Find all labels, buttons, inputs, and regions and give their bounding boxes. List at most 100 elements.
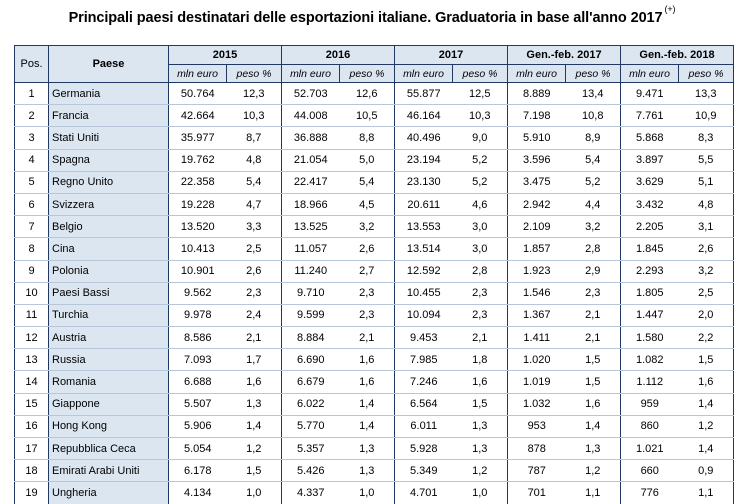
cell-peso: 10,5 bbox=[339, 104, 395, 128]
cell-mln-euro: 13.514 bbox=[394, 237, 453, 261]
subheader-mln-euro: mln euro bbox=[281, 64, 340, 83]
cell-peso: 1,1 bbox=[678, 481, 734, 504]
cell-peso: 2,9 bbox=[565, 260, 621, 283]
cell-mln-euro: 5.349 bbox=[394, 459, 453, 483]
cell-mln-euro: 20.611 bbox=[394, 193, 453, 217]
subheader-peso: peso % bbox=[339, 64, 395, 83]
cell-peso: 3,2 bbox=[678, 260, 734, 283]
cell-peso: 3,3 bbox=[226, 215, 282, 239]
cell-mln-euro: 9.562 bbox=[168, 282, 227, 305]
cell-peso: 1,4 bbox=[678, 393, 734, 416]
cell-mln-euro: 959 bbox=[620, 393, 679, 416]
row-pos: 7 bbox=[14, 215, 49, 239]
table-row: 3 Stati Uniti 35.977 8,7 36.888 8,8 40.496 9,0 5… bbox=[14, 126, 734, 150]
cell-mln-euro: 8.889 bbox=[507, 82, 566, 106]
cell-mln-euro: 6.564 bbox=[394, 393, 453, 416]
cell-mln-euro: 860 bbox=[620, 415, 679, 439]
cell-peso: 4,7 bbox=[226, 193, 282, 217]
cell-peso: 12,6 bbox=[339, 82, 395, 106]
cell-mln-euro: 1.857 bbox=[507, 237, 566, 261]
cell-peso: 2,6 bbox=[339, 237, 395, 261]
cell-peso: 2,2 bbox=[678, 326, 734, 350]
cell-peso: 12,3 bbox=[226, 82, 282, 106]
cell-mln-euro: 9.710 bbox=[281, 282, 340, 305]
header-period: 2015 bbox=[168, 45, 282, 65]
cell-mln-euro: 5.507 bbox=[168, 393, 227, 416]
cell-peso: 5,4 bbox=[226, 171, 282, 194]
cell-peso: 4,4 bbox=[565, 193, 621, 217]
subheader-peso: peso % bbox=[678, 64, 734, 83]
row-pos: 14 bbox=[14, 370, 49, 394]
cell-peso: 5,0 bbox=[339, 149, 395, 172]
row-pos: 2 bbox=[14, 104, 49, 128]
cell-peso: 2,3 bbox=[452, 282, 508, 305]
cell-peso: 1,8 bbox=[452, 348, 508, 372]
cell-mln-euro: 953 bbox=[507, 415, 566, 439]
cell-mln-euro: 8.586 bbox=[168, 326, 227, 350]
cell-mln-euro: 22.358 bbox=[168, 171, 227, 194]
cell-mln-euro: 1.032 bbox=[507, 393, 566, 416]
cell-mln-euro: 42.664 bbox=[168, 104, 227, 128]
table-row: 18 Emirati Arabi Uniti 6.178 1,5 5.426 1,3 5.3… bbox=[14, 459, 734, 483]
row-paese: Romania bbox=[48, 370, 169, 394]
table-row: 1 Germania 50.764 12,3 52.703 12,6 55.877 12,5 8… bbox=[14, 82, 734, 106]
cell-mln-euro: 46.164 bbox=[394, 104, 453, 128]
cell-mln-euro: 7.093 bbox=[168, 348, 227, 372]
cell-mln-euro: 6.688 bbox=[168, 370, 227, 394]
cell-mln-euro: 5.357 bbox=[281, 437, 340, 461]
row-paese: Regno Unito bbox=[48, 171, 169, 194]
cell-mln-euro: 1.021 bbox=[620, 437, 679, 461]
cell-mln-euro: 5.868 bbox=[620, 126, 679, 150]
cell-mln-euro: 36.888 bbox=[281, 126, 340, 150]
cell-mln-euro: 4.337 bbox=[296, 486, 325, 499]
cell-peso: 2,3 bbox=[226, 282, 282, 305]
cell-mln-euro: 8.884 bbox=[281, 326, 340, 350]
cell-mln-euro: 1.805 bbox=[620, 282, 679, 305]
cell-mln-euro: 1.447 bbox=[620, 304, 679, 328]
cell-peso: 1,5 bbox=[452, 393, 508, 416]
cell-peso: 10,9 bbox=[678, 104, 734, 128]
table-row: 6 Svizzera 19.228 4,7 18.966 4,5 20.611 4,6 2.94… bbox=[14, 193, 734, 217]
row-paese: Svizzera bbox=[48, 193, 169, 217]
cell-mln-euro: 35.977 bbox=[168, 126, 227, 150]
cell-peso: 9,0 bbox=[452, 126, 508, 150]
cell-peso: 4,8 bbox=[226, 149, 282, 172]
cell-peso: 5,4 bbox=[565, 149, 621, 172]
cell-peso: 2,6 bbox=[678, 237, 734, 261]
subheader-mln-euro: mln euro bbox=[394, 64, 453, 83]
cell-peso: 1,6 bbox=[678, 370, 734, 394]
row-paese: Russia bbox=[48, 348, 169, 372]
cell-mln-euro: 3.596 bbox=[507, 149, 566, 172]
table-row: 12 Austria 8.586 2,1 8.884 2,1 9.453 2,1 1.411 2,… bbox=[14, 326, 734, 350]
cell-peso: 2,5 bbox=[226, 237, 282, 261]
cell-peso: 5,5 bbox=[678, 149, 734, 172]
subheader-mln-euro: mln euro bbox=[620, 64, 679, 83]
cell-mln-euro: 10.455 bbox=[394, 282, 453, 305]
subheader-peso: peso % bbox=[226, 64, 282, 83]
cell-peso: 1,1 bbox=[565, 481, 621, 504]
table-row: 2 Francia 42.664 10,3 44.008 10,5 46.164 10,3 7.… bbox=[14, 104, 734, 128]
row-paese: Hong Kong bbox=[48, 415, 169, 439]
cell-peso: 1,2 bbox=[565, 459, 621, 483]
cell-mln-euro: 11.057 bbox=[281, 237, 340, 261]
cell-mln-euro: 52.703 bbox=[281, 82, 340, 106]
cell-peso: 8,3 bbox=[678, 126, 734, 150]
cell-mln-euro: 5.906 bbox=[168, 415, 227, 439]
cell-peso: 10,3 bbox=[452, 104, 508, 128]
cell-mln-euro: 1.845 bbox=[620, 237, 679, 261]
table-row: 5 Regno Unito 22.358 5,4 22.417 5,4 23.130 5,2 3… bbox=[14, 171, 734, 194]
row-pos: 18 bbox=[14, 459, 49, 483]
cell-mln-euro: 9.978 bbox=[168, 304, 227, 328]
cell-mln-euro: 878 bbox=[507, 437, 566, 461]
cell-mln-euro: 5.426 bbox=[281, 459, 340, 483]
cell-peso: 1,2 bbox=[678, 415, 734, 439]
table-row: 7 Belgio 13.520 3,3 13.525 3,2 13.553 3,0 2.109 3… bbox=[14, 215, 734, 239]
cell-mln-euro: 3.897 bbox=[620, 149, 679, 172]
row-paese: Cina bbox=[48, 237, 169, 261]
cell-peso: 1,5 bbox=[226, 459, 282, 483]
cell-mln-euro: 6.679 bbox=[281, 370, 340, 394]
row-pos: 13 bbox=[14, 348, 49, 372]
cell-peso: 3,2 bbox=[339, 215, 395, 239]
cell-peso: 2,4 bbox=[226, 304, 282, 328]
row-paese: Stati Uniti bbox=[48, 126, 169, 150]
